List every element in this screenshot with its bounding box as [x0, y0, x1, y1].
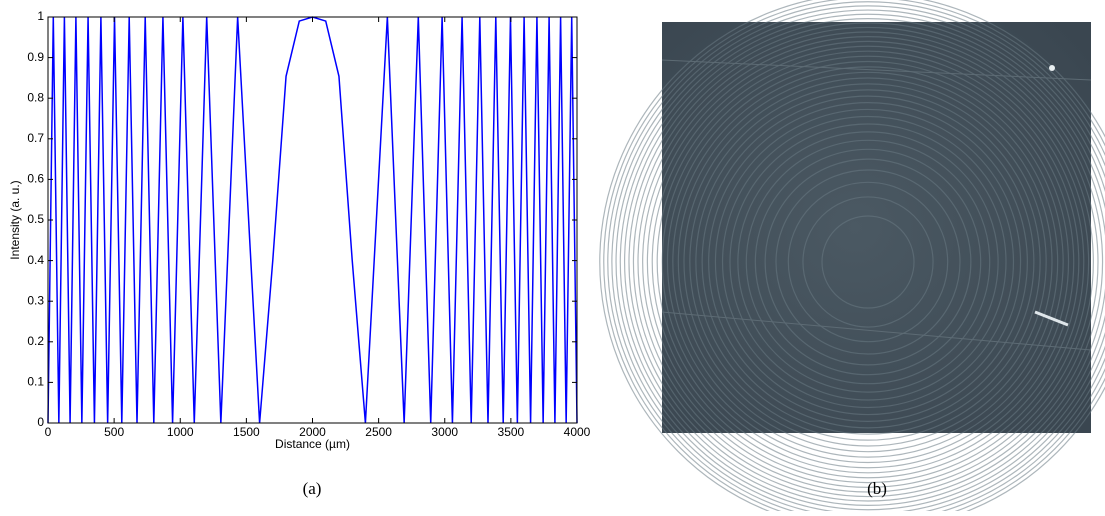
ring	[628, 22, 1105, 502]
y-tick-label: 0.3	[27, 293, 44, 307]
ring	[656, 50, 1080, 474]
ring	[607, 1, 1105, 516]
y-tick-label: 0.6	[27, 172, 44, 186]
ring	[651, 45, 1085, 479]
ring	[642, 36, 1094, 488]
x-tick-label: 2500	[365, 425, 392, 439]
y-tick-label: 0.8	[27, 90, 44, 104]
ring	[672, 66, 1064, 458]
line-series	[47, 16, 578, 424]
scratch	[661, 59, 1092, 81]
y-tick-label: 0.5	[27, 212, 44, 226]
ring	[689, 83, 1047, 441]
ring	[677, 71, 1059, 453]
ring	[708, 102, 1028, 422]
ring	[695, 89, 1041, 435]
x-tick-label: 1500	[233, 425, 260, 439]
scratch	[661, 311, 1092, 351]
ring	[646, 40, 1090, 484]
ring	[611, 5, 1105, 516]
y-tick-label: 0.9	[27, 50, 44, 64]
debris	[1034, 310, 1069, 327]
y-tick-label: 1	[37, 9, 44, 23]
caption: (b)	[867, 479, 887, 498]
x-axis-label: Distance (µm)	[275, 437, 350, 451]
y-tick-label: 0.7	[27, 131, 44, 145]
ring	[737, 131, 999, 393]
rings	[599, 0, 1105, 516]
caption: (a)	[303, 479, 322, 498]
ring	[701, 95, 1035, 429]
x-tick-label: 500	[104, 425, 124, 439]
plot-a: 0 0.1 0.2 0.3 0.4 0.5 0.6 0.7 0.8 0.9 1 0 500 1000 150…	[8, 9, 590, 451]
ring	[754, 148, 982, 376]
x-tick-label: 1000	[167, 425, 194, 439]
ring	[603, 0, 1105, 516]
ring	[666, 60, 1070, 464]
ring	[821, 215, 915, 309]
ring	[619, 13, 1105, 511]
x-tick-label: 0	[45, 425, 52, 439]
ring	[764, 158, 972, 366]
ring	[802, 196, 934, 328]
x-tick-label: 3500	[498, 425, 525, 439]
ring	[599, 0, 1105, 516]
y-axis-label: Intensity (a. u.)	[8, 180, 22, 259]
ring	[632, 26, 1104, 498]
y-tick-label: 0.2	[27, 334, 44, 348]
y-tick-label: 0.1	[27, 375, 44, 389]
ring	[745, 139, 991, 385]
ring	[775, 169, 961, 355]
y-tick-label: 0.4	[27, 253, 44, 267]
x-tick-label: 2000	[299, 425, 326, 439]
x-tick-label: 4000	[564, 425, 591, 439]
ring	[683, 77, 1053, 447]
ring	[637, 31, 1099, 493]
ring	[624, 18, 1105, 506]
ring	[729, 123, 1007, 401]
y-tick-label: 0	[37, 415, 44, 429]
ring	[721, 115, 1015, 409]
ring	[714, 108, 1022, 416]
ring	[661, 55, 1075, 469]
photo-b	[599, 0, 1105, 516]
x-tick-label: 3000	[431, 425, 458, 439]
debris	[1049, 65, 1055, 71]
ring	[787, 181, 949, 343]
